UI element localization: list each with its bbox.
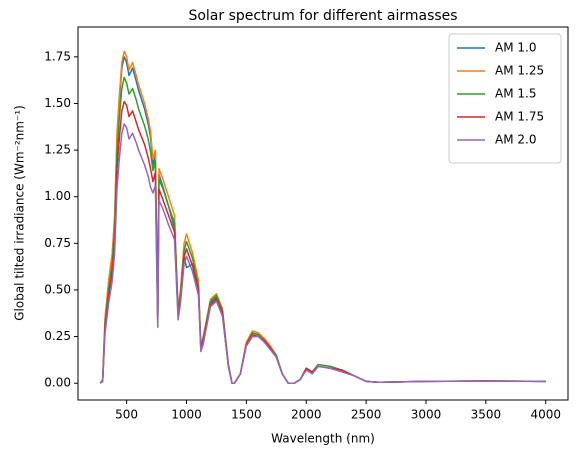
plot-frame	[77, 26, 569, 401]
x-tick-label: 1000	[171, 408, 202, 422]
x-tick-label: 2500	[351, 408, 382, 422]
x-tick-label: 500	[115, 408, 138, 422]
legend-label: AM 1.25	[495, 64, 544, 78]
x-tick-label: 1500	[231, 408, 262, 422]
y-tick-label: 0.75	[44, 236, 71, 250]
y-tick-label: 1.25	[44, 143, 71, 157]
x-axis-label: Wavelength (nm)	[271, 432, 375, 446]
x-tick-label: 4000	[530, 408, 561, 422]
legend-label: AM 2.0	[495, 133, 536, 147]
x-tick-label: 2000	[291, 408, 322, 422]
x-tick-label: 3000	[411, 408, 442, 422]
y-tick-label: 1.50	[44, 96, 71, 110]
y-tick-label: 1.00	[44, 189, 71, 203]
y-tick-label: 0.50	[44, 282, 71, 296]
series-line	[99, 123, 546, 384]
y-tick-label: 0.25	[44, 329, 71, 343]
y-tick-label: 0.00	[44, 376, 71, 390]
y-tick-label: 1.75	[44, 49, 71, 63]
x-tick-label: 3500	[471, 408, 502, 422]
legend-box	[448, 33, 562, 164]
legend-label: AM 1.5	[495, 87, 536, 101]
legend-label: AM 1.0	[495, 41, 536, 55]
legend-label: AM 1.75	[495, 110, 544, 124]
series-line	[99, 100, 546, 384]
y-axis-label: Global tilted irradiance (Wm⁻²nm⁻¹)	[13, 105, 27, 321]
chart-title: Solar spectrum for different airmasses	[188, 8, 457, 24]
